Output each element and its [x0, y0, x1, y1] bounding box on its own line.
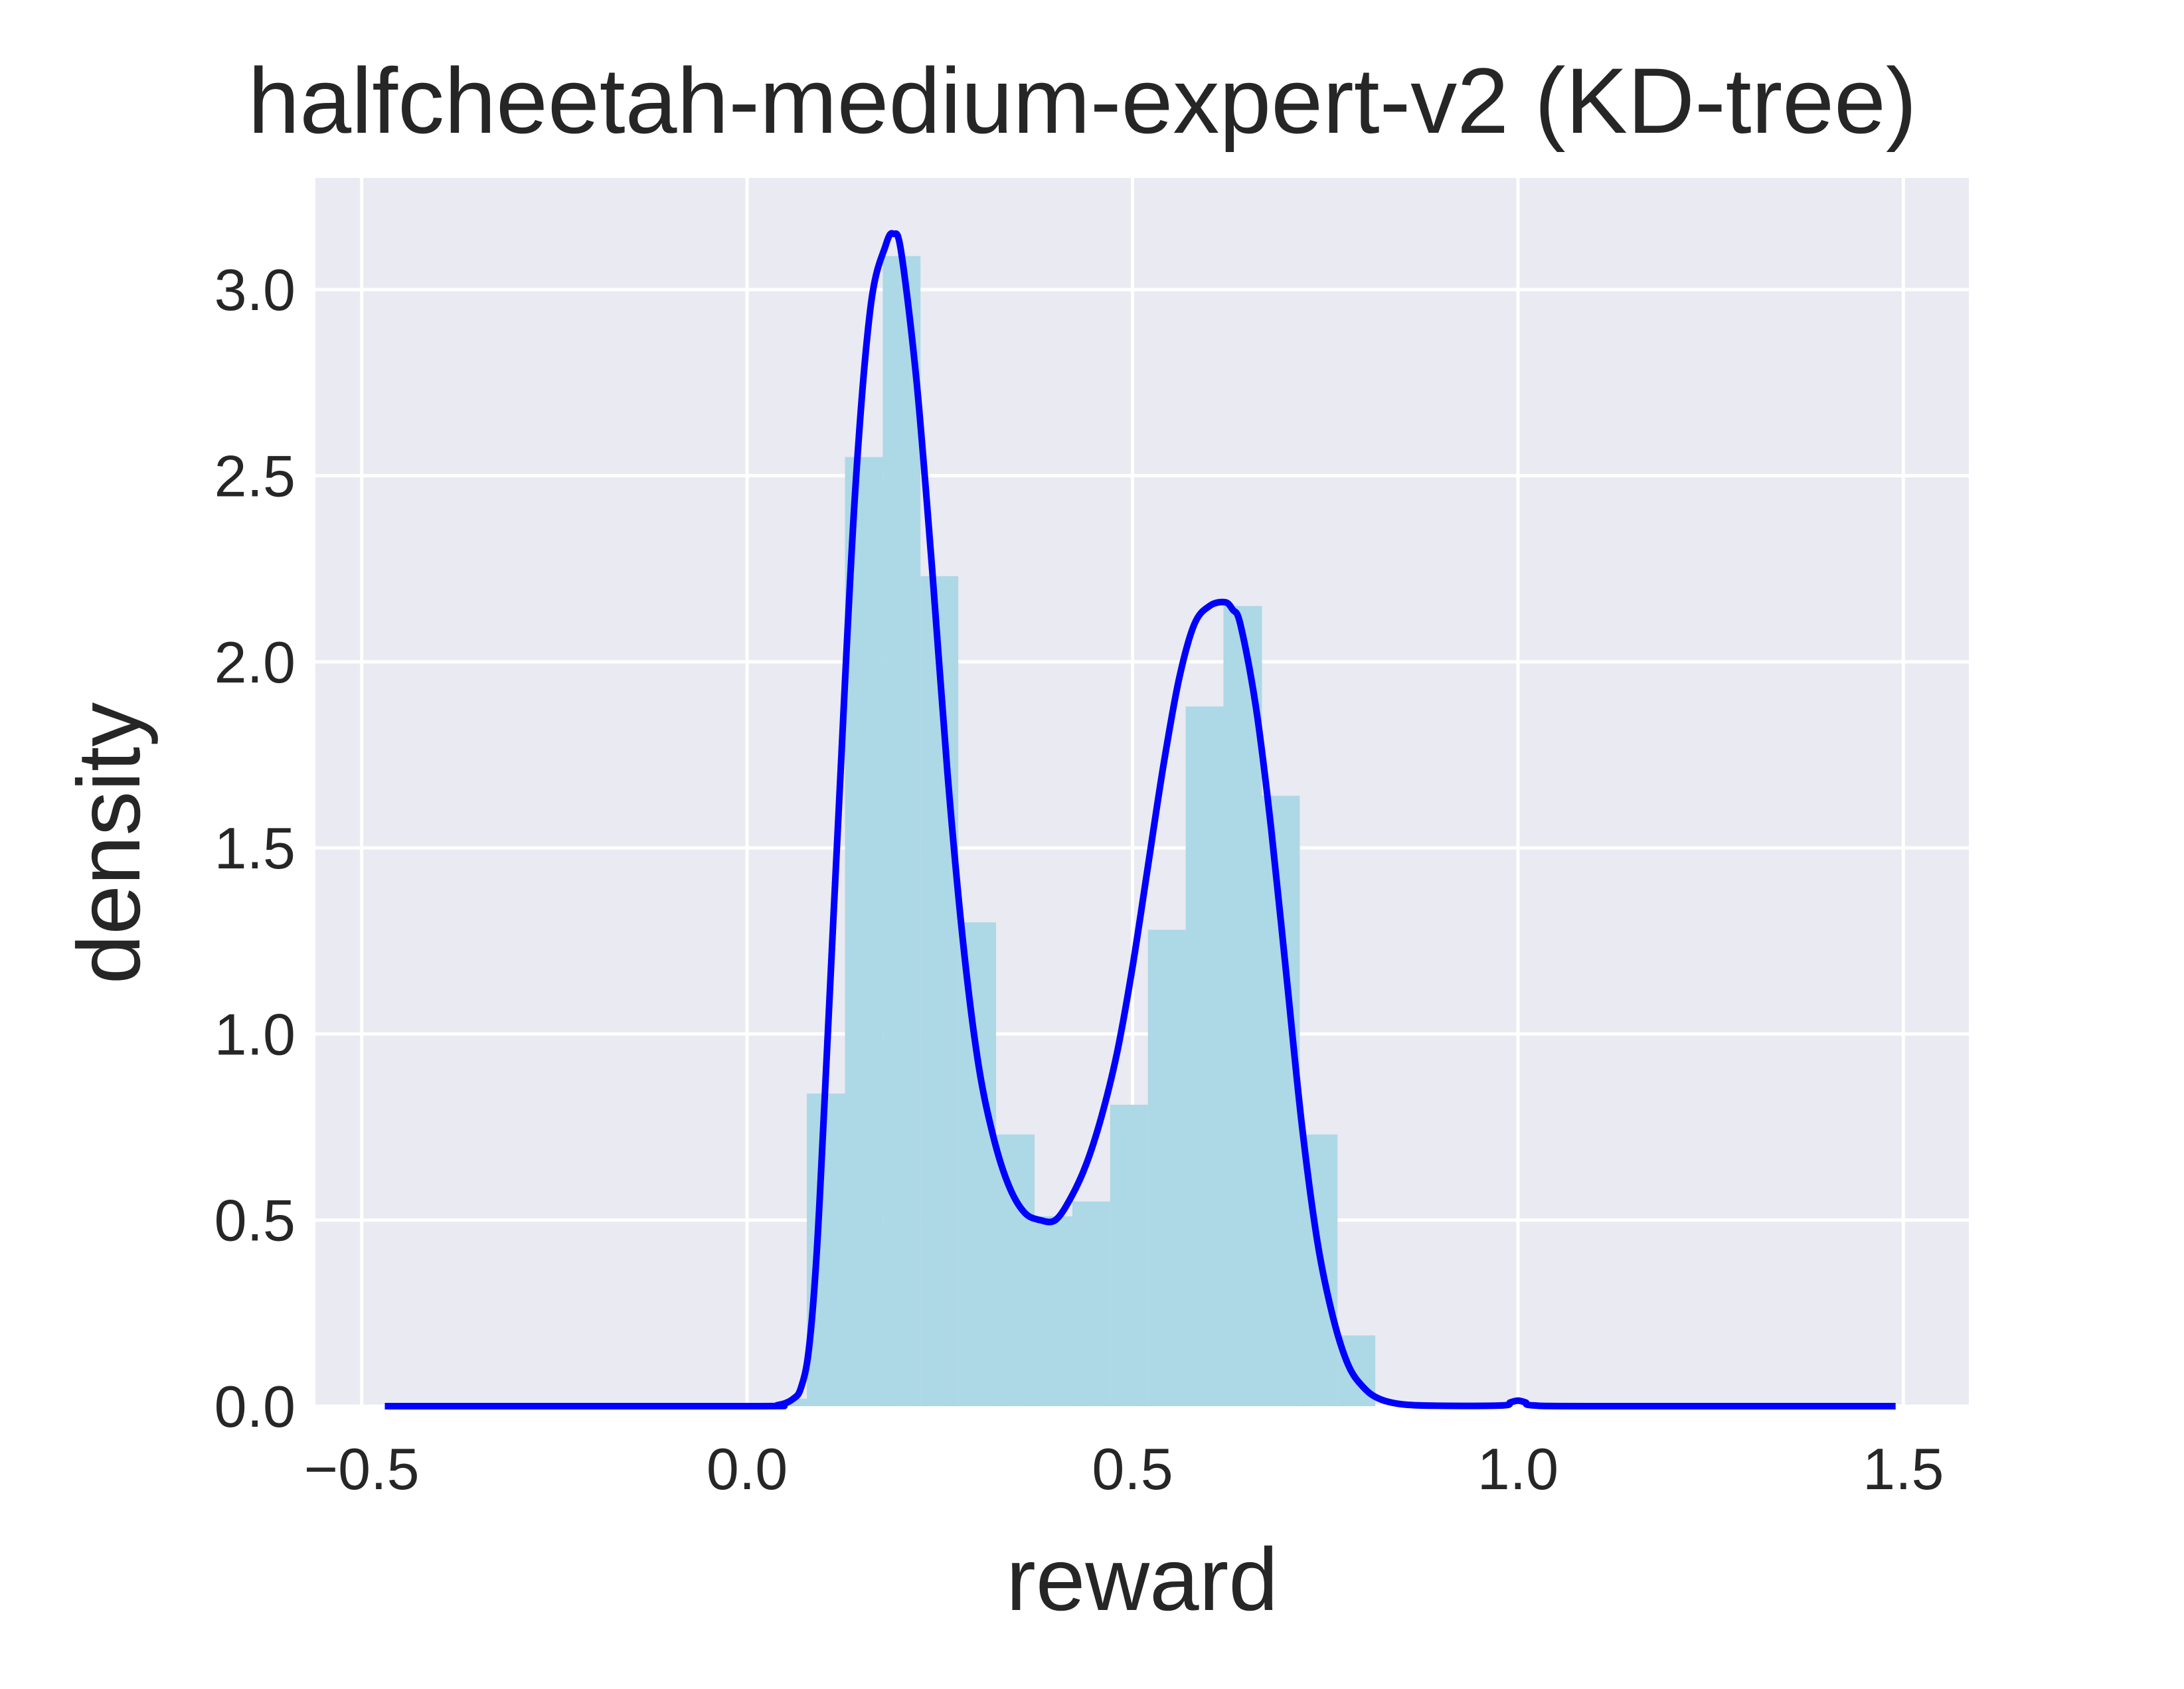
x-tick-label: 1.0 — [1477, 1436, 1558, 1502]
histogram-bar — [958, 922, 997, 1406]
x-tick-label: −0.5 — [304, 1436, 420, 1502]
y-tick-label: 2.0 — [214, 629, 295, 695]
y-tick-label: 3.0 — [214, 257, 295, 323]
chart-title: halfcheetah-medium-expert-v2 (KD-tree) — [248, 48, 1916, 153]
x-tick-label: 1.5 — [1863, 1436, 1944, 1502]
histogram-bar — [920, 576, 959, 1406]
y-tick-label: 1.0 — [214, 1001, 295, 1067]
tick-labels: −0.5 0.0 0.5 1.0 1.50.00.51.01.52.02.53.0 — [214, 257, 1944, 1502]
y-tick-label: 2.5 — [214, 443, 295, 509]
x-tick-label: 0.0 — [707, 1436, 788, 1502]
histogram-bar — [996, 1134, 1035, 1406]
histogram-bars — [786, 256, 1376, 1406]
grid-lines — [315, 178, 1969, 1408]
x-axis-label: reward — [1006, 1530, 1278, 1629]
histogram-bar — [882, 256, 921, 1406]
y-tick-label: 0.5 — [214, 1188, 295, 1253]
histogram-bar — [1147, 929, 1186, 1406]
histogram-bar — [786, 1398, 807, 1406]
histogram-bar — [1110, 1104, 1148, 1406]
y-tick-label: 1.5 — [214, 815, 295, 881]
histogram-bar — [1262, 795, 1300, 1406]
histogram-bar — [1035, 1216, 1072, 1406]
histogram-bar — [1223, 605, 1262, 1406]
histogram-bar — [807, 1093, 845, 1406]
histogram-bar — [1072, 1201, 1110, 1406]
x-tick-label: 0.5 — [1092, 1436, 1173, 1502]
histogram-bar — [1185, 706, 1224, 1406]
y-axis-label: density — [60, 702, 159, 985]
y-tick-label: 0.0 — [214, 1374, 295, 1439]
density-curve — [384, 230, 1896, 1410]
